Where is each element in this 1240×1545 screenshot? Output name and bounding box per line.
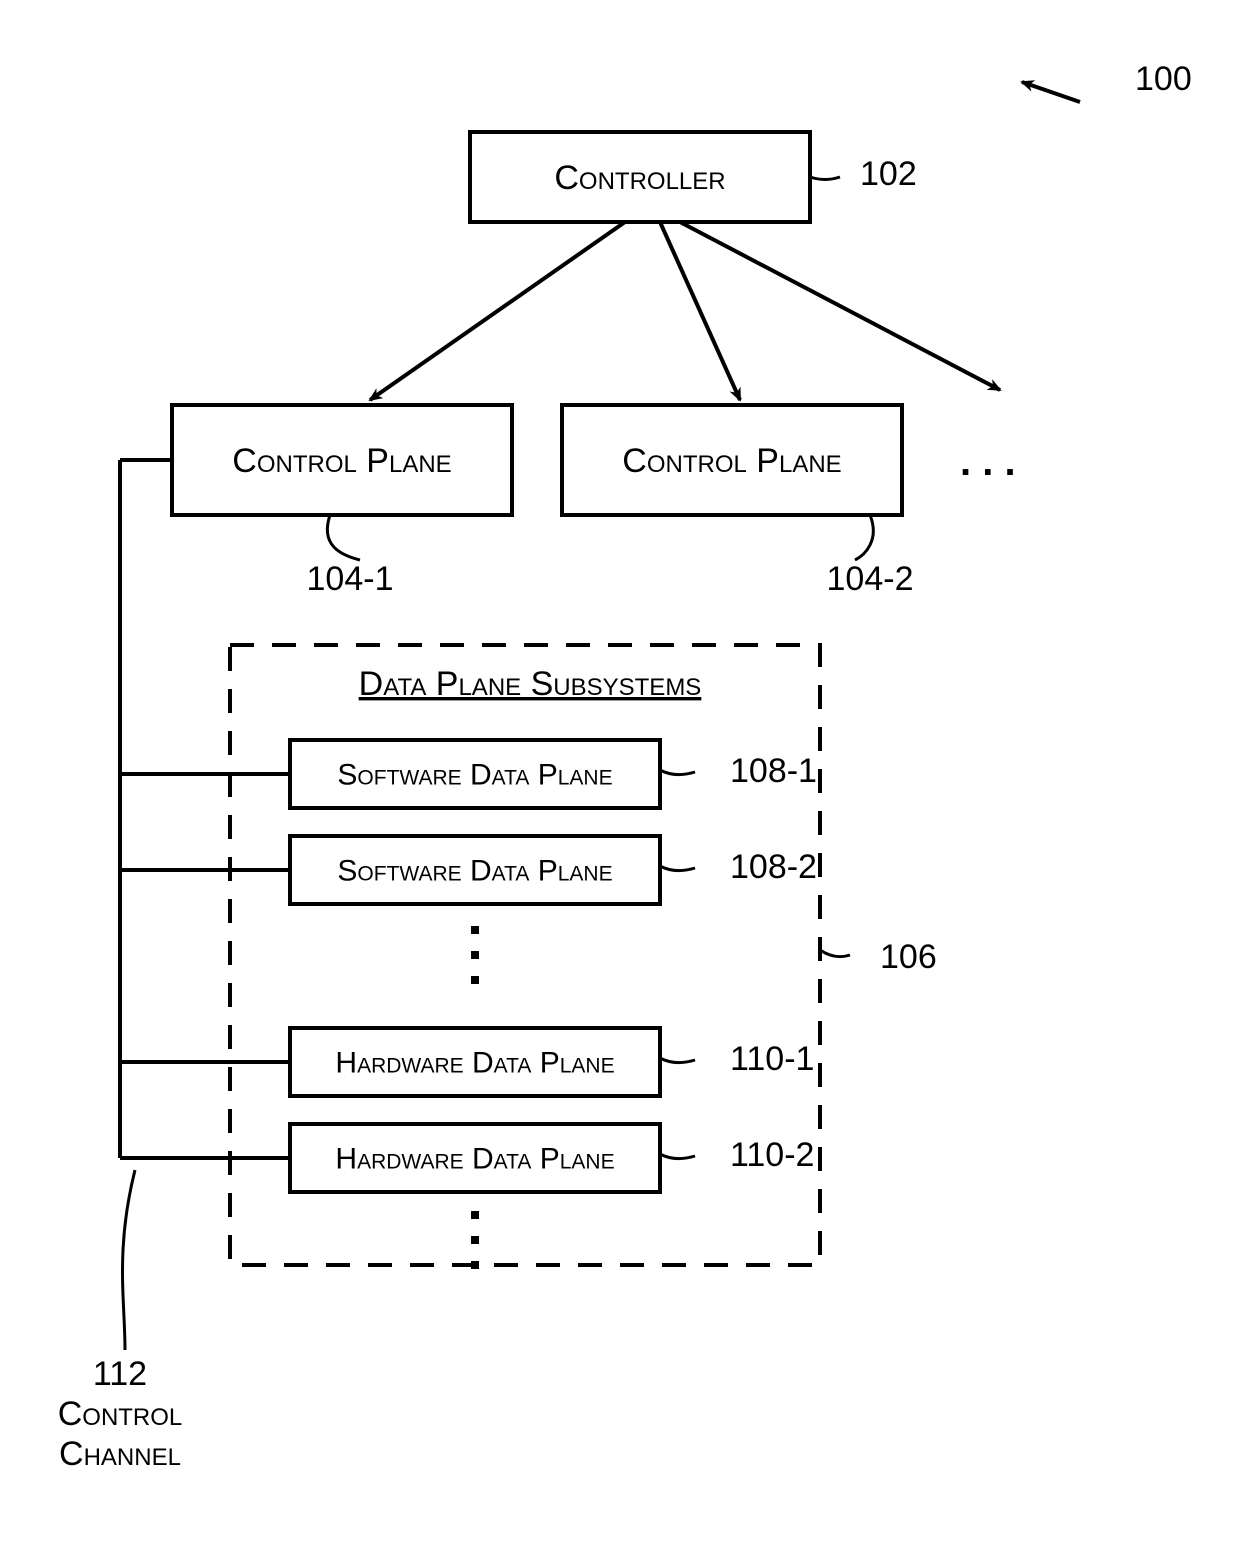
ref-lead-112 [123, 1170, 136, 1350]
figure-ref-label: 100 [1135, 60, 1192, 98]
control-plane-2-label: Control Plane [622, 442, 841, 480]
ref-label-104-1: 104-1 [307, 560, 394, 598]
ref-tick-106 [820, 950, 850, 957]
hardware-data-plane-1-label: Hardware Data Plane [335, 1047, 614, 1080]
ref-tick-110-2 [660, 1154, 695, 1159]
control-plane-1-label: Control Plane [232, 442, 451, 480]
ref-label-110-1: 110-1 [730, 1040, 814, 1078]
control-plane-1-node: Control Plane 104-1 [172, 405, 512, 598]
ref-tick-110-1 [660, 1058, 695, 1063]
ref-tick-102 [810, 177, 840, 180]
ref-label-106: 106 [880, 938, 937, 976]
ref-tick-108-1 [660, 770, 695, 775]
architecture-diagram: 100 Controller 102 Control Plane 104-1 C… [0, 0, 1240, 1545]
ref-label-104-2: 104-2 [827, 560, 914, 598]
figure-ref-arrow [1022, 82, 1080, 102]
hardware-data-plane-1-node: Hardware Data Plane 110-1 [290, 1028, 814, 1096]
arrow-controller-to-cp1 [370, 222, 625, 400]
software-data-plane-2-label: Software Data Plane [337, 855, 612, 888]
vertical-ellipsis-sw [471, 926, 479, 984]
controller-label: Controller [554, 159, 725, 197]
controller-node: Controller 102 [470, 132, 917, 222]
control-channel-label-1: Control [58, 1395, 183, 1433]
ref-label-110-2: 110-2 [730, 1136, 814, 1174]
software-data-plane-1-node: Software Data Plane 108-1 [290, 740, 817, 808]
ellipsis-more-control-planes: . . . [960, 440, 1016, 484]
ref-label-108-1: 108-1 [730, 752, 817, 790]
ref-label-102: 102 [860, 155, 917, 193]
control-channel-label-2: Channel [59, 1435, 181, 1473]
ref-tick-104-2 [855, 515, 873, 560]
hardware-data-plane-2-label: Hardware Data Plane [335, 1143, 614, 1176]
arrow-controller-to-more [680, 222, 1000, 390]
ref-tick-104-1 [327, 515, 360, 560]
vertical-ellipsis-hw [471, 1211, 479, 1269]
software-data-plane-1-label: Software Data Plane [337, 759, 612, 792]
control-channel-bus: 112 Control Channel [58, 460, 290, 1473]
data-plane-subsystems-title: Data Plane Subsystems [359, 665, 702, 703]
ref-label-112: 112 [93, 1355, 147, 1393]
ref-tick-108-2 [660, 866, 695, 871]
ref-label-108-2: 108-2 [730, 848, 817, 886]
software-data-plane-2-node: Software Data Plane 108-2 [290, 836, 817, 904]
figure-ref-group: 100 [1022, 60, 1192, 102]
hardware-data-plane-2-node: Hardware Data Plane 110-2 [290, 1124, 814, 1192]
control-plane-2-node: Control Plane 104-2 [562, 405, 913, 598]
